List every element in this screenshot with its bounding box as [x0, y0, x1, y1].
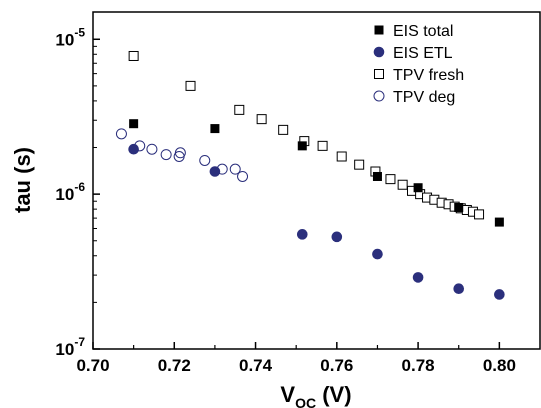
data-point [146, 143, 158, 155]
data-point [128, 50, 139, 61]
x-tick-label: 0.74 [239, 356, 273, 375]
data-point [237, 170, 249, 182]
x-axis-title-subscript: OC [295, 395, 316, 408]
y-tick-label: 10-5 [55, 25, 85, 49]
data-point [185, 80, 196, 91]
x-tick-label: 0.80 [483, 356, 516, 375]
y-tick-label: 10-6 [55, 180, 85, 204]
data-point [372, 171, 382, 181]
x-tick-label: 0.76 [320, 356, 353, 375]
data-point [494, 289, 505, 300]
data-point [256, 114, 267, 125]
data-point [474, 209, 485, 220]
data-point [115, 128, 127, 140]
plot-frame [92, 11, 541, 350]
legend-label: TPV deg [393, 89, 455, 106]
data-point [413, 183, 423, 193]
legend-marker [374, 69, 384, 79]
data-point [385, 174, 396, 185]
data-point [209, 166, 221, 177]
data-point [454, 202, 464, 212]
data-point [278, 124, 289, 135]
data-point [297, 141, 307, 151]
series-eis-total [129, 119, 504, 227]
y-axis-title: tau (s) [10, 147, 35, 213]
legend-label: EIS total [393, 23, 453, 40]
data-point [210, 124, 220, 134]
legend-label: TPV fresh [393, 67, 464, 84]
data-point [412, 272, 424, 283]
data-point [317, 140, 328, 151]
x-axis-title-main: V [280, 382, 295, 407]
legend-marker [373, 46, 385, 58]
x-tick-label: 0.70 [76, 356, 109, 375]
data-point [229, 163, 241, 175]
legend: EIS total EIS ETL TPV fresh TPV deg [373, 23, 464, 106]
data-point [397, 179, 408, 190]
data-point [174, 147, 186, 159]
data-point [453, 283, 465, 295]
data-point [331, 231, 343, 243]
data-point [128, 143, 139, 155]
data-point [199, 154, 211, 166]
data-point [234, 104, 245, 115]
x-tick-label: 0.78 [402, 356, 435, 375]
data-point [354, 159, 365, 170]
x-axis-title-unit: (V) [316, 382, 351, 407]
data-point [372, 248, 383, 260]
data-point [494, 217, 504, 227]
series-tpv-deg [115, 128, 249, 182]
series-eis-etl [128, 143, 505, 300]
legend-marker [374, 25, 384, 35]
x-tick-label: 0.72 [158, 356, 191, 375]
x-axis-title: VOC (V) [280, 382, 351, 408]
legend-label: EIS ETL [393, 45, 453, 62]
data-point [336, 151, 347, 162]
data-point [296, 229, 308, 240]
legend-marker [373, 90, 385, 102]
data-point [129, 119, 139, 129]
data-point [160, 149, 172, 161]
y-tick-label: 10-7 [55, 335, 85, 359]
